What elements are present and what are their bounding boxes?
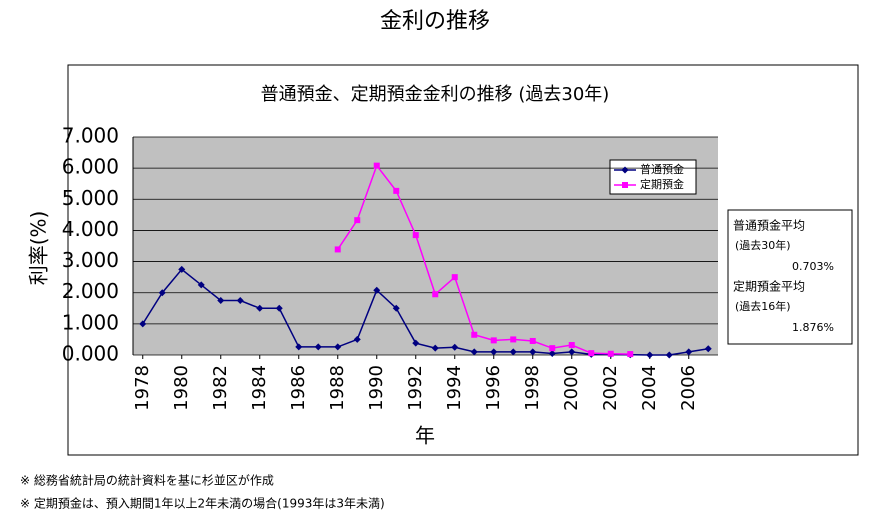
point — [275, 304, 283, 312]
point — [510, 336, 517, 343]
x-tick-label: 1978 — [132, 365, 153, 411]
x-tick-label: 1988 — [327, 365, 348, 411]
y-axis-label: 利率(%) — [27, 211, 51, 286]
point — [217, 297, 225, 304]
legend — [609, 159, 697, 195]
legend-label: 定期預金 — [640, 177, 684, 191]
x-tick-label: 1998 — [522, 365, 543, 411]
point — [451, 343, 459, 351]
point — [158, 289, 166, 297]
footnote: ※ 定期預金は、預入期間1年以上2年未満の場合(1993年は3年未満) — [20, 496, 385, 511]
point — [665, 351, 673, 359]
point — [470, 348, 478, 356]
point — [549, 345, 556, 352]
legend-label: 普通預金 — [640, 162, 684, 176]
point — [431, 344, 439, 352]
x-tick-label: 2002 — [600, 365, 621, 411]
point — [354, 217, 361, 224]
point — [412, 232, 419, 239]
note-value: 1.876% — [792, 321, 834, 334]
point — [451, 274, 458, 281]
x-axis-label: 年 — [415, 424, 435, 448]
y-tick-label: 1.000 — [62, 310, 119, 334]
point — [646, 351, 654, 359]
x-tick-label: 1984 — [249, 365, 270, 411]
x-tick-label: 1990 — [366, 365, 387, 411]
x-tick-label: 2004 — [639, 365, 660, 411]
y-tick-label: 0.000 — [62, 342, 119, 366]
y-tick-label: 5.000 — [62, 186, 119, 210]
point — [627, 351, 634, 358]
y-tick-label: 3.000 — [62, 248, 119, 272]
x-tick-label: 1994 — [444, 365, 465, 411]
point — [314, 343, 322, 351]
series-line — [337, 164, 631, 355]
point — [568, 342, 575, 349]
point — [471, 331, 478, 338]
note-title: 定期預金平均 — [733, 279, 805, 294]
footnote: ※ 総務省統計局の統計資料を基に杉並区が作成 — [20, 473, 274, 488]
point — [139, 320, 147, 328]
note-period: (過去16年) — [735, 299, 791, 313]
point — [334, 246, 341, 253]
legend-marker — [622, 182, 628, 188]
note-title: 普通預金平均 — [733, 218, 805, 233]
x-tick-label: 2006 — [678, 365, 699, 411]
point — [295, 343, 303, 351]
point — [236, 297, 244, 304]
point — [568, 348, 576, 356]
point — [529, 337, 536, 344]
page-title: 金利の推移 — [380, 9, 490, 34]
point — [178, 265, 186, 273]
point — [529, 348, 537, 356]
point — [490, 348, 498, 356]
chart-title: 普通預金、定期預金金利の推移 (過去30年) — [261, 84, 610, 105]
x-tick-label: 1992 — [405, 365, 426, 411]
point — [412, 339, 420, 347]
point — [432, 291, 439, 298]
x-tick-label: 1980 — [171, 365, 192, 411]
point — [353, 335, 361, 343]
point — [373, 286, 381, 294]
point — [393, 187, 400, 194]
point — [548, 349, 556, 357]
point — [490, 337, 497, 344]
point — [197, 281, 205, 289]
legend-marker — [621, 166, 629, 174]
note-period: (過去30年) — [735, 238, 791, 252]
point — [509, 348, 517, 356]
x-tick-label: 1996 — [483, 365, 504, 411]
x-tick-label: 1982 — [210, 365, 231, 411]
y-tick-label: 7.000 — [62, 124, 119, 148]
x-tick-label: 2000 — [561, 365, 582, 411]
point — [685, 348, 693, 356]
point — [704, 345, 712, 353]
point — [392, 304, 400, 312]
y-tick-label: 2.000 — [62, 279, 119, 303]
x-tick-label: 1986 — [288, 365, 309, 411]
side-note-box — [727, 209, 853, 345]
point — [607, 350, 614, 357]
point — [334, 343, 342, 351]
y-tick-label: 6.000 — [62, 155, 119, 179]
note-value: 0.703% — [792, 260, 834, 273]
y-tick-label: 4.000 — [62, 217, 119, 241]
point — [256, 304, 264, 312]
point — [588, 350, 595, 357]
point — [373, 162, 380, 169]
